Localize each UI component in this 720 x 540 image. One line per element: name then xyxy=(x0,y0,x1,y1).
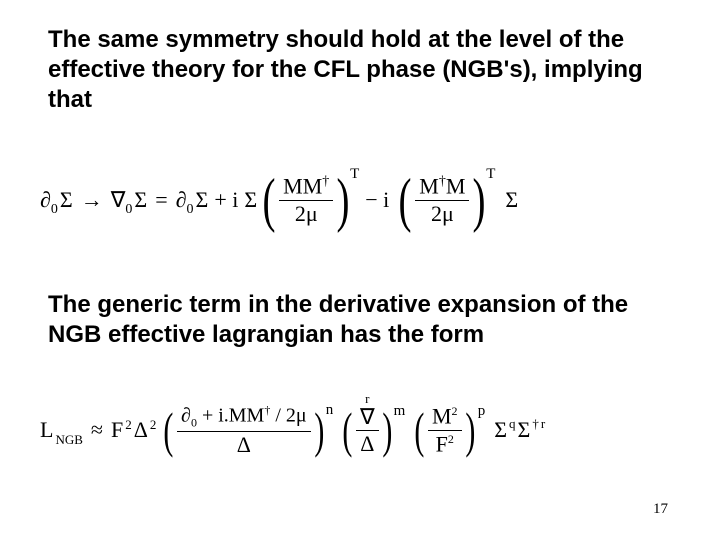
paragraph-1: The same symmetry should hold at the lev… xyxy=(48,25,672,115)
L-sub: NGB xyxy=(55,432,82,448)
g2-nabla: ∇ xyxy=(360,404,375,429)
paragraph-2: The generic term in the derivative expan… xyxy=(48,290,672,350)
fraction-4: r ∇ Δ xyxy=(356,406,379,455)
lparen-5: ( xyxy=(415,405,425,455)
g1-sub0: 0 xyxy=(191,416,197,430)
F: F xyxy=(111,417,123,443)
g3-M: M xyxy=(432,404,452,429)
partial-b: ∂ xyxy=(176,187,187,213)
fraction-1: MM† 2μ xyxy=(279,175,333,224)
sub-0b: 0 xyxy=(125,202,132,218)
g3-F-sq: 2 xyxy=(448,432,454,446)
rparen-4: ) xyxy=(382,405,392,455)
page-number: 17 xyxy=(653,501,668,518)
g1-dag: † xyxy=(264,403,270,417)
F-sq: 2 xyxy=(125,417,132,433)
sigma-b: Σ xyxy=(134,187,147,213)
tail-sigma-2: Σ xyxy=(518,417,531,443)
g2-arrow: r xyxy=(365,392,369,405)
frac2-pre: M xyxy=(419,174,439,199)
tail-r: r xyxy=(541,416,545,432)
frac1-num: MM xyxy=(283,174,322,199)
paren-group-1: ( MM† 2μ ) T xyxy=(259,170,353,230)
rparen-2: ) xyxy=(473,170,486,230)
sup-T-1: T xyxy=(350,166,359,183)
sigma-e: Σ xyxy=(505,187,518,213)
g1-den: Δ xyxy=(233,432,255,456)
rparen-3: ) xyxy=(314,405,324,455)
frac2-den: 2μ xyxy=(427,201,458,225)
paren-group-5: ( M2 F2 ) p xyxy=(411,405,478,455)
fraction-5: M2 F2 xyxy=(428,405,462,455)
exp-m: m xyxy=(394,403,406,420)
lparen-4: ( xyxy=(343,405,353,455)
equals: = xyxy=(155,187,167,213)
sigma-c: Σ xyxy=(196,187,209,213)
tail-q: q xyxy=(509,416,516,432)
D-sq: 2 xyxy=(150,417,157,433)
sigma-d: Σ xyxy=(244,187,257,213)
lparen-3: ( xyxy=(164,405,174,455)
nabla: ∇ xyxy=(111,187,126,213)
Delta: Δ xyxy=(134,417,148,443)
tail-sigma: Σ xyxy=(494,417,507,443)
rparen-5: ) xyxy=(465,405,475,455)
formula-1: ∂ 0 Σ → ∇ 0 Σ = ∂ 0 Σ + i Σ ( MM† 2μ ) T… xyxy=(40,160,518,240)
paren-group-2: ( M†M 2μ ) T xyxy=(395,170,489,230)
frac2-dag: † xyxy=(439,174,446,189)
fraction-2: M†M 2μ xyxy=(415,175,469,224)
paren-group-3: ( ∂0 + i.MM† / 2μ Δ ) n xyxy=(160,404,327,456)
plus-i: + i xyxy=(214,187,238,213)
rparen: ) xyxy=(337,170,350,230)
approx: ≈ xyxy=(91,417,103,443)
sub-0: 0 xyxy=(51,202,58,218)
g2-den: Δ xyxy=(356,431,378,455)
frac1-den: 2μ xyxy=(291,201,322,225)
L: L xyxy=(40,417,53,443)
partial: ∂ xyxy=(40,187,51,213)
g1-mid: + i.MM xyxy=(202,405,264,427)
frac2-post: M xyxy=(446,174,466,199)
paren-group-4: ( r ∇ Δ ) m xyxy=(339,405,395,455)
exp-n: n xyxy=(326,402,334,419)
arrow: → xyxy=(81,187,103,213)
lparen-2: ( xyxy=(399,170,412,230)
g3-F: F xyxy=(436,431,448,456)
sub-0c: 0 xyxy=(187,202,194,218)
lparen: ( xyxy=(263,170,276,230)
sup-T-2: T xyxy=(486,166,495,183)
g1-partial: ∂ xyxy=(181,405,191,427)
exp-p: p xyxy=(478,403,486,420)
minus-i: − i xyxy=(365,187,389,213)
fraction-3: ∂0 + i.MM† / 2μ Δ xyxy=(177,404,311,456)
g3-M-sq: 2 xyxy=(452,404,458,418)
tail-dag: † xyxy=(532,416,539,432)
g1-tail: / 2μ xyxy=(275,405,306,427)
formula-2: L NGB ≈ F 2 Δ 2 ( ∂0 + i.MM† / 2μ Δ ) n … xyxy=(40,390,545,470)
sigma: Σ xyxy=(60,187,73,213)
frac1-dag: † xyxy=(322,174,329,189)
